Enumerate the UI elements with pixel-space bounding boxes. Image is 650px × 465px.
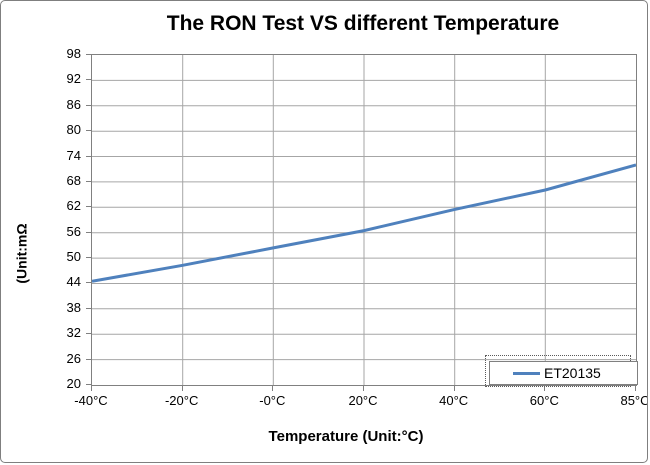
x-tick-label[interactable]: 85°C — [620, 393, 648, 408]
y-tick-label[interactable]: 26 — [66, 350, 81, 366]
y-tick-label[interactable]: 44 — [66, 274, 81, 290]
y-tick-mark — [86, 181, 91, 182]
x-tick-label[interactable]: -40°C — [74, 393, 108, 408]
y-tick-mark — [86, 206, 91, 207]
y-tick-mark — [86, 282, 91, 283]
y-tick-label[interactable]: 68 — [66, 172, 81, 188]
x-tick-mark — [272, 386, 273, 391]
legend-line-swatch — [513, 371, 540, 375]
x-tick-label[interactable]: 20°C — [348, 393, 378, 408]
y-tick-mark — [86, 257, 91, 258]
y-tick-mark — [86, 359, 91, 360]
y-tick-label[interactable]: 74 — [66, 147, 81, 163]
y-tick-mark — [86, 232, 91, 233]
y-tick-mark — [86, 105, 91, 106]
legend-series-label: ET20135 — [544, 365, 601, 381]
x-tick-mark — [363, 386, 364, 391]
x-tick-mark — [544, 386, 545, 391]
y-tick-mark — [86, 54, 91, 55]
y-tick-mark — [86, 130, 91, 131]
x-tick-label[interactable]: -20°C — [164, 393, 199, 408]
x-tick-label[interactable]: 40°C — [439, 393, 469, 408]
y-tick-label[interactable]: 20 — [66, 376, 81, 391]
y-tick-label[interactable]: 98 — [66, 46, 81, 61]
series-line-et20135[interactable] — [92, 163, 636, 283]
x-tick-mark — [182, 386, 183, 391]
y-tick-label[interactable]: 86 — [66, 96, 81, 112]
chart-title[interactable]: The RON Test VS different Temperature — [166, 12, 560, 35]
y-tick-mark — [86, 384, 91, 385]
y-tick-label[interactable]: 62 — [66, 198, 81, 214]
y-tick-label[interactable]: 50 — [66, 249, 81, 265]
plot-grid-and-series-svg — [92, 55, 636, 385]
gridlines — [92, 55, 636, 385]
plot-area[interactable] — [91, 54, 637, 386]
y-axis-title[interactable]: (Unit:mΩ — [13, 223, 30, 284]
x-tick-mark — [91, 386, 92, 391]
y-tick-mark — [86, 333, 91, 334]
legend[interactable]: ET20135 — [489, 361, 638, 385]
y-tick-mark — [86, 79, 91, 80]
x-tick-label[interactable]: -0°C — [259, 393, 286, 408]
x-axis-title[interactable]: Temperature (Unit:°C) — [268, 428, 424, 445]
y-tick-label[interactable]: 80 — [66, 122, 81, 138]
y-tick-mark — [86, 156, 91, 157]
x-tick-mark — [635, 386, 636, 391]
y-tick-label[interactable]: 56 — [66, 223, 81, 239]
y-tick-label[interactable]: 38 — [66, 299, 81, 315]
x-tick-mark — [454, 386, 455, 391]
y-tick-label[interactable]: 92 — [66, 71, 81, 87]
y-tick-mark — [86, 308, 91, 309]
y-tick-label[interactable]: 32 — [66, 325, 81, 341]
x-tick-label[interactable]: 60°C — [529, 393, 559, 408]
